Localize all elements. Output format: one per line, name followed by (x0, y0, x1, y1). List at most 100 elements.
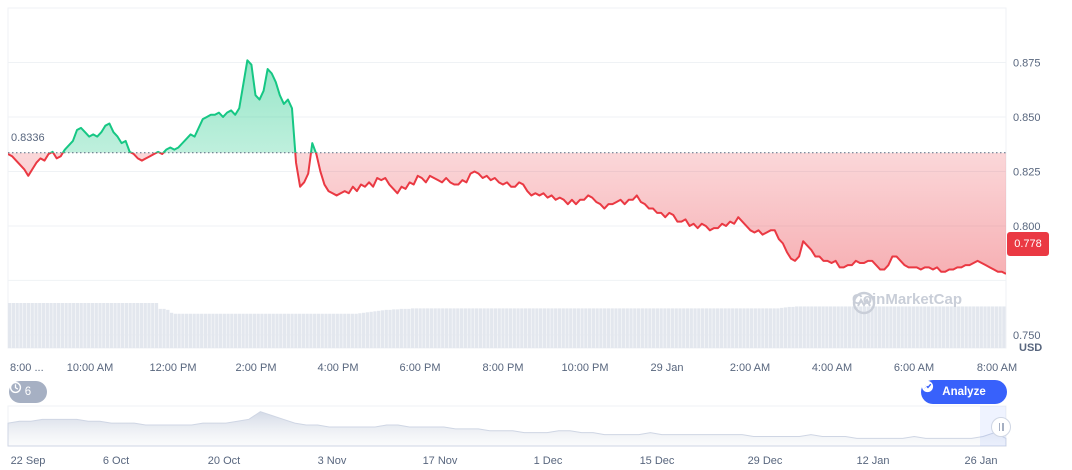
analyze-button[interactable]: Analyze (921, 380, 1007, 404)
volume-bar (712, 308, 716, 348)
volume-bar (953, 306, 957, 348)
volume-bar (181, 313, 185, 348)
volume-bar (855, 306, 859, 348)
volume-bar (64, 303, 68, 348)
volume-bar (456, 308, 460, 348)
volume-bar (847, 306, 852, 348)
volume-bar (444, 308, 449, 348)
volume-bar (249, 313, 253, 348)
volume-bar (211, 313, 215, 348)
volume-bar (791, 306, 795, 348)
volume-bar (275, 313, 279, 348)
volume-bar (418, 308, 422, 348)
volume-bar (286, 313, 290, 348)
history-button[interactable]: 6 (9, 381, 47, 403)
volume-bar (998, 306, 1002, 348)
volume-bar (610, 308, 614, 348)
overview-tick-label: 26 Jan (964, 455, 997, 467)
volume-bar (139, 303, 144, 348)
volume-bar (648, 308, 652, 348)
volume-bar (305, 313, 309, 348)
volume-bar (512, 308, 516, 348)
volume-bar (734, 308, 739, 348)
volume-bar (840, 306, 844, 348)
volume-bar (23, 303, 27, 348)
volume-bar (930, 306, 934, 348)
volume-bar (486, 308, 490, 348)
overview-range-handle[interactable] (991, 417, 1011, 437)
volume-bar (761, 308, 765, 348)
volume-bar (889, 306, 893, 348)
volume-bar (109, 303, 113, 348)
volume-bar (523, 308, 528, 348)
volume-bar (731, 308, 735, 348)
volume-bar (1002, 306, 1006, 348)
volume-bar (407, 308, 411, 348)
volume-bar (380, 310, 385, 348)
chevron-right-icon (922, 380, 929, 390)
volume-bar (346, 313, 351, 348)
volume-bar (972, 306, 976, 348)
volume-bar (226, 313, 230, 348)
volume-bar (859, 306, 863, 348)
volume-bar (535, 308, 539, 348)
volume-bar (655, 308, 660, 348)
volume-bar (885, 306, 889, 348)
volume-bar (670, 308, 675, 348)
volume-bar (490, 308, 494, 348)
volume-bar (689, 308, 693, 348)
overview-tick-label: 22 Sep (11, 455, 46, 467)
volume-bar (851, 306, 855, 348)
volume-bar (723, 308, 727, 348)
volume-bar (727, 308, 731, 348)
volume-bar (252, 313, 257, 348)
volume-bar (621, 308, 626, 348)
volume-bar (900, 306, 904, 348)
volume-bar (708, 308, 712, 348)
volume-bar (90, 303, 95, 348)
volume-bar (147, 303, 151, 348)
price-line-up (48, 59, 317, 153)
volume-bar (565, 308, 569, 348)
x-tick-label: 10:00 AM (67, 362, 113, 374)
volume-bar (467, 308, 471, 348)
volume-bar (742, 308, 746, 348)
current-price-label: 0.778 (1007, 232, 1049, 256)
volume-bar (83, 303, 87, 348)
x-tick-label: 8:00 PM (483, 362, 524, 374)
volume-bar (343, 313, 347, 348)
volume-bar (817, 306, 821, 348)
volume-bar (569, 308, 573, 348)
volume-bar (297, 313, 302, 348)
volume-bar (429, 308, 434, 348)
volume-bar (994, 306, 998, 348)
currency-label: USD (1019, 342, 1043, 354)
volume-bar (531, 308, 535, 348)
volume-bar (772, 308, 776, 348)
volume-bar (542, 308, 547, 348)
overview-x-axis: 22 Sep 6 Oct 20 Oct 3 Nov 17 Nov 1 Dec 15 Dec 2… (11, 455, 998, 467)
y-tick-label: 0.750 (1013, 330, 1041, 342)
volume-bars (8, 303, 1006, 348)
volume-bar (388, 309, 392, 348)
volume-bar (128, 303, 132, 348)
overview-navigator[interactable] (7, 405, 1007, 447)
volume-bar (426, 308, 430, 348)
volume-bar (377, 310, 381, 348)
volume-bar (828, 306, 833, 348)
volume-bar (806, 306, 810, 348)
volume-bar (911, 306, 916, 348)
volume-bar (26, 303, 31, 348)
volume-bar (926, 306, 931, 348)
volume-bar (362, 312, 366, 348)
volume-bar (983, 306, 987, 348)
volume-bar (795, 306, 799, 348)
volume-bar (915, 306, 919, 348)
volume-bar (836, 306, 840, 348)
volume-bar (595, 308, 599, 348)
volume-bar (45, 303, 49, 348)
volume-bar (79, 303, 83, 348)
volume-bar (482, 308, 486, 348)
volume-bar (667, 308, 671, 348)
